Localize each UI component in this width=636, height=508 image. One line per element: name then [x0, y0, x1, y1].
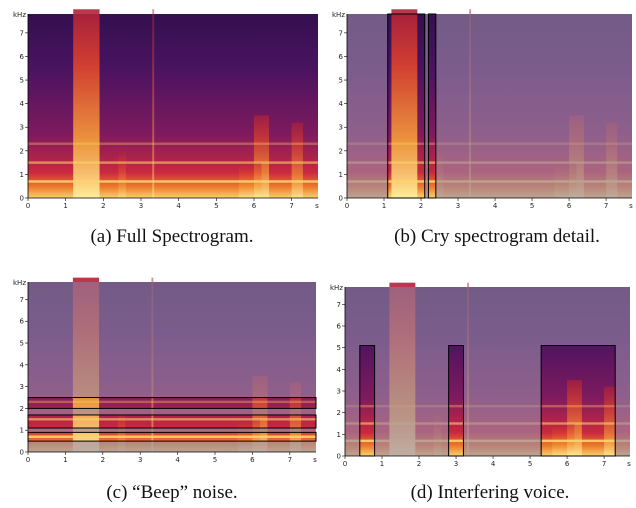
caption: (b) Cry spectrogram detail.: [394, 226, 600, 247]
streak: [152, 9, 155, 199]
y-tick-label: 6: [337, 323, 342, 331]
x-tick-label: 5: [213, 456, 217, 464]
caption: (c) “Beep” noise.: [106, 482, 237, 503]
x-tick-label: 2: [101, 456, 105, 464]
x-tick-label: 4: [493, 202, 498, 210]
x-unit: s: [627, 460, 631, 468]
y-tick-label: 6: [20, 53, 25, 61]
x-unit: s: [629, 202, 633, 210]
y-tick-label: 1: [20, 427, 24, 435]
y-tick-label: 1: [339, 171, 343, 179]
y-tick-label: 2: [20, 147, 24, 155]
x-tick-label: 2: [419, 202, 423, 210]
y-tick-label: 2: [339, 147, 343, 155]
y-tick-label: 1: [337, 431, 341, 439]
x-tick-label: 4: [175, 456, 180, 464]
y-tick-label: 3: [20, 124, 24, 132]
x-tick-label: 5: [530, 202, 534, 210]
spectrogram: 0 1 2 3 4 5 6 7 kHz 0 1 2 3 4 5 6 7 s: [332, 9, 633, 210]
x-tick-label: 4: [491, 460, 496, 468]
y-tick-label: 7: [20, 296, 24, 304]
y-tick-label: 2: [20, 405, 24, 413]
dim-overlay: [28, 282, 316, 452]
x-tick-label: 4: [176, 202, 181, 210]
x-tick-label: 6: [567, 202, 572, 210]
y-tick-label: 4: [20, 100, 25, 108]
caption: (d) Interfering voice.: [411, 482, 570, 503]
x-tick-label: 2: [101, 202, 105, 210]
x-tick-label: 1: [63, 456, 67, 464]
streak: [118, 150, 126, 198]
y-tick-label: 3: [339, 124, 343, 132]
y-tick-label: 4: [339, 100, 344, 108]
y-tick-label: 6: [20, 318, 25, 326]
x-tick-label: 0: [345, 202, 349, 210]
x-tick-label: 5: [528, 460, 532, 468]
y-unit: kHz: [330, 284, 343, 292]
x-tick-label: 6: [252, 202, 257, 210]
x-tick-label: 0: [26, 202, 30, 210]
x-tick-label: 3: [456, 202, 460, 210]
y-tick-label: 7: [337, 301, 341, 309]
x-unit: s: [313, 456, 317, 464]
streak: [73, 9, 100, 199]
y-tick-label: 4: [20, 361, 25, 369]
x-tick-label: 6: [565, 460, 570, 468]
y-unit: kHz: [13, 11, 26, 19]
y-tick-label: 2: [337, 409, 341, 417]
x-tick-label: 0: [26, 456, 30, 464]
x-tick-label: 3: [138, 456, 142, 464]
y-tick-label: 7: [339, 29, 343, 37]
y-unit: kHz: [13, 279, 26, 287]
y-tick-label: 1: [20, 171, 24, 179]
y-tick-label: 7: [20, 29, 24, 37]
spectrogram: 0 1 2 3 4 5 6 7 kHz 0 1 2 3 4 5 6 7 s: [13, 9, 319, 210]
y-tick-label: 6: [339, 53, 344, 61]
dim-overlay: [345, 287, 630, 456]
x-tick-label: 1: [63, 202, 67, 210]
x-tick-label: 7: [602, 460, 606, 468]
y-tick-label: 0: [20, 449, 24, 457]
y-tick-label: 0: [337, 453, 341, 461]
x-tick-label: 7: [288, 456, 292, 464]
x-tick-label: 6: [250, 456, 255, 464]
dim-overlay: [347, 14, 632, 198]
x-tick-label: 3: [454, 460, 458, 468]
y-tick-label: 3: [337, 388, 341, 396]
y-tick-label: 4: [337, 366, 342, 374]
y-unit: kHz: [332, 11, 345, 19]
x-tick-label: 1: [380, 460, 384, 468]
x-tick-label: 7: [289, 202, 293, 210]
y-tick-label: 5: [339, 77, 343, 85]
y-tick-label: 5: [20, 77, 24, 85]
harmonic: [28, 142, 318, 145]
x-tick-label: 7: [604, 202, 608, 210]
x-tick-label: 1: [382, 202, 386, 210]
x-tick-label: 5: [214, 202, 218, 210]
x-tick-label: 0: [343, 460, 347, 468]
y-tick-label: 3: [20, 383, 24, 391]
y-tick-label: 5: [20, 340, 24, 348]
streak: [291, 122, 303, 198]
spectrogram: 0 1 2 3 4 5 6 7 kHz 0 1 2 3 4 5 6 7 s: [13, 277, 317, 464]
harmonic: [28, 180, 318, 183]
x-tick-label: 3: [139, 202, 143, 210]
caption: (a) Full Spectrogram.: [90, 226, 253, 247]
spectrogram-bg: [28, 14, 318, 198]
y-tick-label: 5: [337, 344, 341, 352]
x-tick-label: 2: [417, 460, 421, 468]
spectrogram: 0 1 2 3 4 5 6 7 kHz 0 1 2 3 4 5 6 7 s: [330, 282, 631, 468]
y-tick-label: 0: [339, 195, 343, 203]
harmonic: [28, 161, 318, 164]
x-unit: s: [315, 202, 319, 210]
y-tick-label: 0: [20, 195, 24, 203]
